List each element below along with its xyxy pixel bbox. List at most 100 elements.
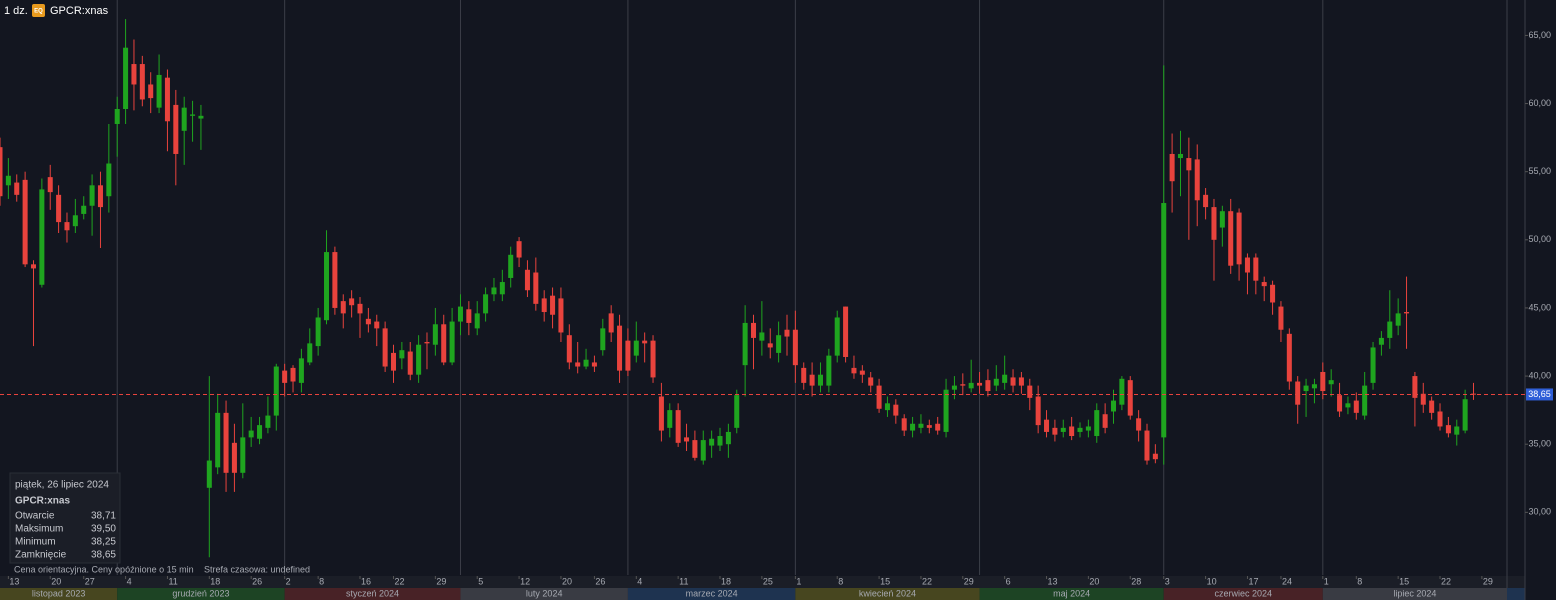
- candle-body: [374, 321, 380, 329]
- candle-body: [524, 269, 530, 291]
- candle-body: [792, 329, 798, 366]
- x-tick-label: 17: [1248, 576, 1258, 586]
- month-band: [979, 588, 1164, 600]
- interval: 1 dz.: [4, 5, 28, 17]
- candle-body: [1362, 385, 1368, 416]
- x-tick-label: 11: [679, 576, 688, 586]
- candle-body: [1002, 374, 1008, 383]
- candle-body: [231, 442, 237, 473]
- candle-body: [516, 241, 522, 258]
- month-label: grudzień 2023: [172, 588, 229, 598]
- candle-body: [114, 109, 120, 124]
- candle-body: [859, 370, 865, 375]
- overlay: 1 dz. EQ GPCR:xnas piątek, 26 lipiec 202…: [4, 4, 310, 574]
- x-tick-label: 4: [127, 576, 132, 586]
- candle-body: [39, 189, 45, 285]
- candle-body: [424, 342, 430, 344]
- candle-body: [759, 332, 765, 341]
- candle-body: [1186, 158, 1192, 171]
- info-label: Otwarcie: [15, 511, 55, 522]
- candle-body: [1044, 419, 1050, 432]
- candle-body: [5, 175, 11, 186]
- candle-body: [315, 317, 321, 347]
- y-tick-label: 55,00: [1528, 166, 1551, 176]
- candle-body: [508, 254, 514, 278]
- candle-body: [633, 340, 639, 356]
- x-tick-label: 20: [1089, 576, 1099, 586]
- month-label: maj 2024: [1053, 588, 1090, 598]
- candle-body: [1253, 257, 1259, 281]
- x-tick-label: 4: [637, 576, 642, 586]
- candle-body: [1035, 396, 1041, 426]
- x-tick-label: 26: [595, 576, 605, 586]
- candle-body: [851, 367, 857, 374]
- candle-body: [1094, 410, 1100, 437]
- last-price-box: [1526, 388, 1553, 401]
- candle-body: [658, 396, 664, 431]
- y-tick-label: 45,00: [1528, 302, 1551, 312]
- candle-body: [257, 425, 263, 439]
- candle-body: [30, 264, 37, 269]
- candle-body: [466, 309, 472, 323]
- candle-body: [1203, 194, 1209, 208]
- candle-body: [1102, 414, 1108, 428]
- candle-body: [684, 437, 690, 442]
- candle-body: [1303, 385, 1309, 392]
- candle-body: [181, 107, 187, 131]
- month-label: listopad 2023: [32, 588, 86, 598]
- candle-body: [1278, 306, 1284, 330]
- candle-body: [868, 377, 874, 386]
- candle-body: [14, 182, 20, 195]
- candle-body: [0, 147, 3, 197]
- candle-body: [248, 430, 254, 438]
- candle-body: [106, 163, 112, 197]
- y-tick-label: 50,00: [1528, 234, 1551, 244]
- month-band: [284, 588, 461, 600]
- candle-body: [993, 378, 999, 386]
- candle-body: [22, 179, 28, 265]
- candle-body: [382, 328, 388, 367]
- candle-body: [282, 370, 288, 383]
- candle-body: [1144, 430, 1150, 461]
- x-tick-label: 22: [922, 576, 932, 586]
- info-box: [9, 472, 121, 564]
- candle-body: [575, 362, 581, 367]
- badge-bg: [32, 4, 45, 17]
- month-label: lipiec 2024: [1393, 588, 1436, 598]
- candle-body: [307, 343, 313, 363]
- candle-body: [700, 440, 706, 461]
- candle-body: [1378, 337, 1384, 345]
- x-tick-label: 25: [763, 576, 773, 586]
- candle-body: [265, 415, 271, 428]
- candle-body: [725, 431, 731, 445]
- candle-body: [1161, 203, 1167, 438]
- candle-body: [483, 294, 489, 314]
- candle-body: [349, 298, 355, 306]
- info-label: Minimum: [15, 537, 56, 548]
- candle-body: [416, 344, 422, 375]
- x-tick-label: 29: [964, 576, 974, 586]
- candle-body: [1454, 426, 1460, 435]
- candle-body: [64, 222, 70, 231]
- candle-body: [1429, 400, 1435, 413]
- candle-body: [357, 303, 363, 314]
- x-tick-label: 28: [1131, 576, 1141, 586]
- candle-body: [1077, 427, 1083, 432]
- candle-body: [926, 425, 932, 428]
- info-date: piątek, 26 lipiec 2024: [15, 480, 109, 491]
- candle-body: [273, 366, 279, 416]
- month-label: marzec 2024: [686, 588, 738, 598]
- candle-body: [884, 403, 890, 411]
- candle-body: [324, 252, 330, 321]
- candle-body: [1328, 380, 1334, 385]
- footer-timezone: Strefa czasowa: undefined: [204, 564, 310, 574]
- candle-body: [1152, 453, 1158, 460]
- candle-body: [1395, 313, 1401, 326]
- candle-body: [223, 412, 229, 473]
- candle-body: [1462, 399, 1468, 431]
- x-tick-label: 27: [85, 576, 95, 586]
- month-label: kwiecień 2024: [859, 588, 916, 598]
- candle-body: [951, 385, 957, 390]
- candle-body: [1311, 384, 1317, 389]
